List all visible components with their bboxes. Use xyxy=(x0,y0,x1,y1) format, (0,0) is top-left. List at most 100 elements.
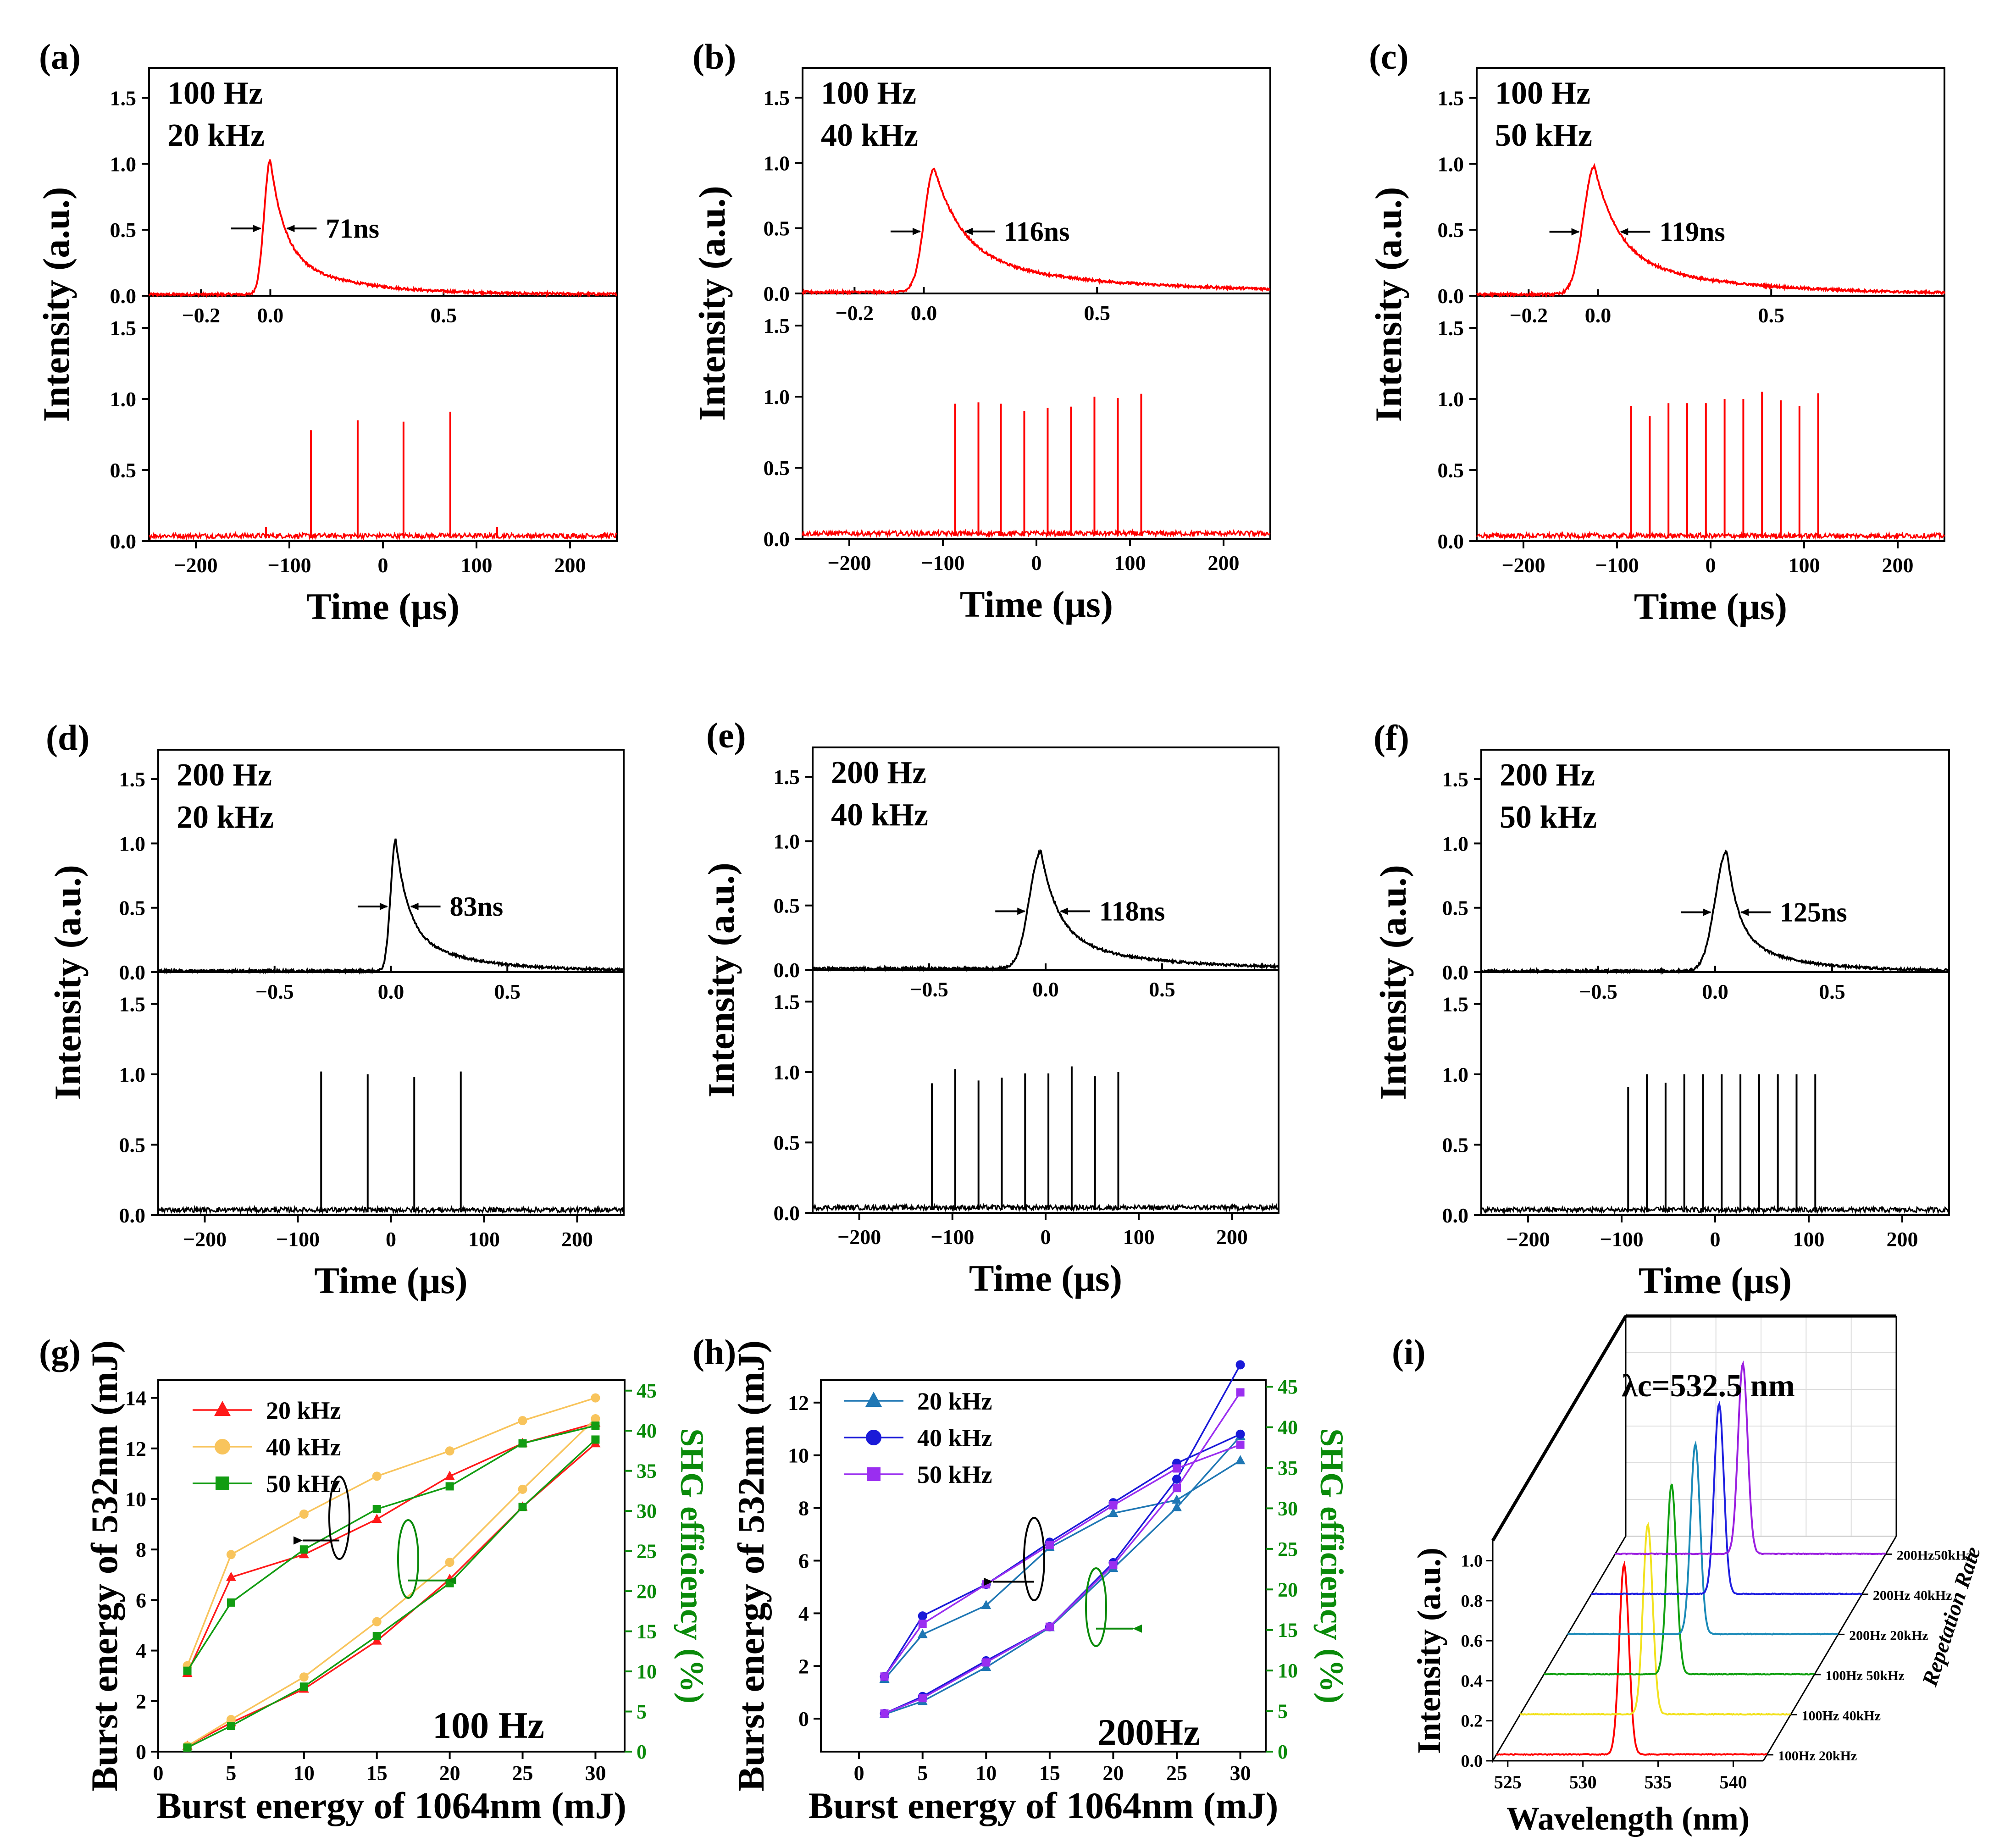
y-tick-label: 10 xyxy=(788,1444,809,1467)
fwhm-label: 83ns xyxy=(450,891,504,922)
fwhm-arrowhead-right xyxy=(964,227,973,235)
x-axis-label: Burst energy of 1064nm (mJ) xyxy=(809,1785,1279,1826)
data-point xyxy=(371,1514,382,1523)
fwhm-label: 125ns xyxy=(1780,897,1847,928)
y-tick-label: 1.5 xyxy=(764,86,790,110)
side-wall xyxy=(1492,1313,1627,1764)
y-tick-label: 4 xyxy=(136,1639,146,1663)
y2-tick-label: 30 xyxy=(637,1500,657,1522)
y2-tick-label: 5 xyxy=(1278,1700,1288,1723)
floor-plane xyxy=(1492,1536,1897,1761)
x-tick-label: 0 xyxy=(854,1761,864,1785)
legend-marker xyxy=(214,1401,231,1416)
y-axis-label: Intensity (a.u.) xyxy=(700,863,742,1098)
x-tick-label: 0 xyxy=(1041,1225,1051,1249)
x-tick-label: 100 xyxy=(468,1228,500,1251)
y2-tick-label: 10 xyxy=(1278,1659,1298,1682)
y-tick-label: 0.0 xyxy=(1461,1752,1483,1771)
data-point xyxy=(1236,1440,1245,1449)
y-tick-label: 2 xyxy=(798,1654,809,1678)
top-edge xyxy=(1491,1315,1628,1542)
y-tick-label: 0.0 xyxy=(774,958,800,982)
y-tick-label: 0 xyxy=(798,1707,809,1731)
y-tick-label: 6 xyxy=(798,1549,809,1573)
x-tick-label: 0 xyxy=(1710,1228,1721,1251)
data-point xyxy=(1235,1429,1245,1439)
y2-tick-label: 45 xyxy=(1278,1376,1298,1398)
burst-rate-label: 100 Hz xyxy=(167,76,263,111)
y2-tick-label: 25 xyxy=(1278,1538,1298,1560)
y-tick-label: 0.5 xyxy=(110,218,137,242)
burst-rate-label: 200 Hz xyxy=(1500,758,1595,793)
y-tick-label: 8 xyxy=(798,1497,809,1520)
x-tick-label: 100 xyxy=(1789,553,1820,577)
burst-baseline xyxy=(157,1205,624,1215)
y-tick-label: 12 xyxy=(125,1437,146,1460)
burst-frame xyxy=(812,969,1279,1214)
data-point xyxy=(445,1558,454,1567)
fwhm-arrowhead-right xyxy=(1740,908,1749,916)
pulse-trace xyxy=(148,159,617,298)
x-tick-label: −0.5 xyxy=(1579,980,1617,1003)
legend-marker xyxy=(865,1392,882,1407)
x-tick-label: −200 xyxy=(1506,1228,1550,1251)
axis-indicator-arrowhead xyxy=(1133,1624,1142,1633)
data-point xyxy=(918,1694,927,1703)
burst-rate-label: 200 Hz xyxy=(831,755,926,791)
pulse-trace xyxy=(812,849,1279,973)
y-tick-label: 0.5 xyxy=(764,217,790,240)
x-tick-label: 0.5 xyxy=(494,980,521,1003)
legend-label: 40 kHz xyxy=(917,1424,992,1452)
z-tick-label: 100Hz 40kHz xyxy=(1802,1708,1881,1723)
z-tick-label: 200Hz 20kHz xyxy=(1849,1628,1928,1643)
data-point xyxy=(518,1484,527,1494)
legend-label: 50 kHz xyxy=(917,1461,992,1488)
x-tick-label: 0 xyxy=(386,1228,396,1251)
y-tick-label: 1.5 xyxy=(1442,992,1469,1016)
y-tick-label: 1.0 xyxy=(1438,152,1464,176)
fwhm-arrowhead-left xyxy=(379,902,388,910)
y-axis-label: Burst energy of 532nm (mJ) xyxy=(730,1340,772,1792)
fwhm-arrowhead-left xyxy=(253,225,261,232)
x-tick-label: 15 xyxy=(366,1761,388,1785)
y2-tick-label: 10 xyxy=(637,1660,657,1683)
y-tick-label: 0.0 xyxy=(1438,284,1464,308)
y-tick-label: 1.5 xyxy=(1442,768,1469,791)
data-point xyxy=(299,1672,309,1682)
y-axis-label: Burst energy of 532nm (mJ) xyxy=(83,1340,125,1792)
data-point xyxy=(1108,1508,1119,1517)
data-point xyxy=(518,1503,527,1511)
burst-frame xyxy=(157,971,625,1216)
y-axis-label: Intensity (a.u.) xyxy=(691,186,733,421)
y-tick-label: 0.4 xyxy=(1461,1671,1483,1691)
x-tick-label: −0.2 xyxy=(835,301,874,325)
data-point xyxy=(227,1598,235,1607)
y-tick-label: 1.5 xyxy=(119,768,146,791)
y-tick-label: 0.6 xyxy=(1461,1631,1483,1651)
y-tick-label: 0.8 xyxy=(1461,1592,1483,1611)
x-tick-label: 200 xyxy=(1882,553,1914,577)
x-tick-label: 200 xyxy=(561,1228,593,1251)
legend-label: 20 kHz xyxy=(917,1388,992,1415)
data-point xyxy=(183,1743,192,1752)
burst-baseline xyxy=(802,528,1271,539)
y2-tick-label: 20 xyxy=(1278,1578,1298,1601)
y-tick-label: 0.0 xyxy=(1438,530,1464,553)
fwhm-arrowhead-left xyxy=(1017,907,1026,915)
y-tick-label: 0.0 xyxy=(764,282,790,305)
data-point xyxy=(372,1471,382,1481)
series-line-efficiency xyxy=(884,1364,1241,1714)
fwhm-label: 71ns xyxy=(326,213,379,243)
x-tick-label: 530 xyxy=(1569,1772,1597,1792)
data-point xyxy=(226,1571,236,1581)
y-tick-label: 0.0 xyxy=(119,1204,146,1227)
x-tick-label: 0.5 xyxy=(1819,980,1845,1003)
fwhm-arrowhead-right xyxy=(1059,907,1068,915)
x-tick-label: −200 xyxy=(827,551,871,575)
x-tick-label: 25 xyxy=(512,1761,533,1785)
y-axis-label: Intensity (a.u.) xyxy=(1372,865,1414,1100)
y-tick-label: 0.5 xyxy=(1438,218,1464,242)
data-point xyxy=(226,1550,236,1559)
x-tick-label: 25 xyxy=(1166,1761,1187,1785)
y2-tick-label: 15 xyxy=(1278,1619,1298,1642)
